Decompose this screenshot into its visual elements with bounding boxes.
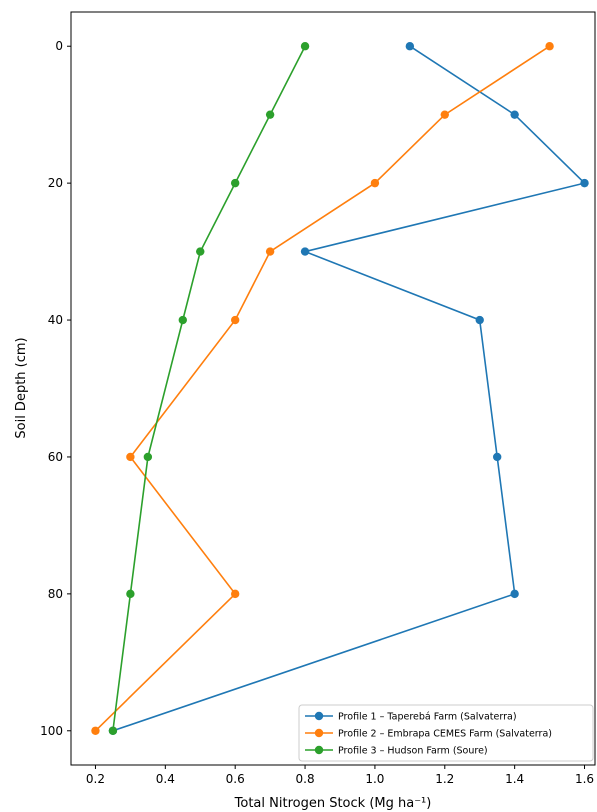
series-3-point (300, 42, 310, 51)
plot-frame (70, 11, 596, 766)
series-3-point (265, 110, 275, 119)
series-1-point (475, 315, 484, 325)
series-2-point (91, 726, 100, 735)
legend-box (298, 704, 594, 762)
series-3-point (126, 589, 135, 599)
series-1-point (300, 247, 310, 256)
series-3-point (196, 247, 205, 256)
series-1-point (580, 178, 589, 188)
series-2-point (230, 315, 240, 325)
series-1-point (405, 42, 415, 51)
series-2-line (94, 45, 551, 732)
series-2-point (370, 178, 380, 188)
series-1-point (492, 452, 502, 462)
series-3-point (230, 178, 240, 188)
legend-label: Profile 1 – Taperebá Farm (Salvaterra) (338, 712, 517, 723)
series-2-point (126, 452, 135, 462)
series-3 (108, 42, 310, 735)
y-tick-label: 60 (48, 450, 63, 464)
series-3-line (112, 45, 306, 731)
y-axis-title: Soil Depth (cm) (14, 337, 29, 438)
y-tick-label: 0 (55, 39, 63, 53)
x-tick-label: 0.6 (226, 772, 245, 786)
series-2-point (230, 589, 240, 599)
series-2-point (440, 110, 449, 119)
x-tick-label: 0.8 (296, 772, 315, 786)
legend-swatch-marker (314, 745, 324, 755)
series-layer (91, 42, 589, 735)
series-1-point (510, 589, 519, 599)
y-tick-label: 80 (48, 587, 63, 601)
legend-label: Profile 2 – Embrapa CEMES Farm (Salvater… (338, 729, 552, 740)
ticks-layer: 0.2 0.4 0.6 0.8 1.0 1.2 1.4 1.6 0 20 40 60 80 100 (40, 39, 594, 786)
x-tick-label: 1.4 (505, 772, 524, 786)
series-1-line (112, 45, 587, 732)
x-tick-label: 0.4 (156, 772, 175, 786)
legend-swatch-marker (314, 728, 324, 738)
series-3-point (108, 726, 118, 735)
legend-label: Profile 3 – Hudson Farm (Soure) (338, 746, 488, 757)
series-2-point (265, 247, 275, 256)
series-1-point (510, 110, 519, 119)
series-3-point (143, 452, 153, 462)
x-tick-label: 0.2 (86, 772, 105, 786)
x-tick-label: 1.2 (435, 772, 454, 786)
legend-swatch-marker (314, 711, 324, 721)
legend: Profile 1 – Taperebá Farm (Salvaterra) Pr… (298, 704, 594, 762)
x-axis-title: Total Nitrogen Stock (Mg ha⁻¹) (234, 796, 432, 811)
x-tick-label: 1.6 (575, 772, 594, 786)
y-tick-label: 100 (40, 724, 63, 738)
y-tick-label: 20 (48, 176, 63, 190)
series-2 (91, 42, 554, 735)
y-tick-label: 40 (48, 313, 63, 327)
x-tick-label: 1.0 (365, 772, 384, 786)
series-1 (108, 42, 589, 735)
series-2-point (545, 42, 554, 51)
series-3-point (178, 315, 187, 325)
